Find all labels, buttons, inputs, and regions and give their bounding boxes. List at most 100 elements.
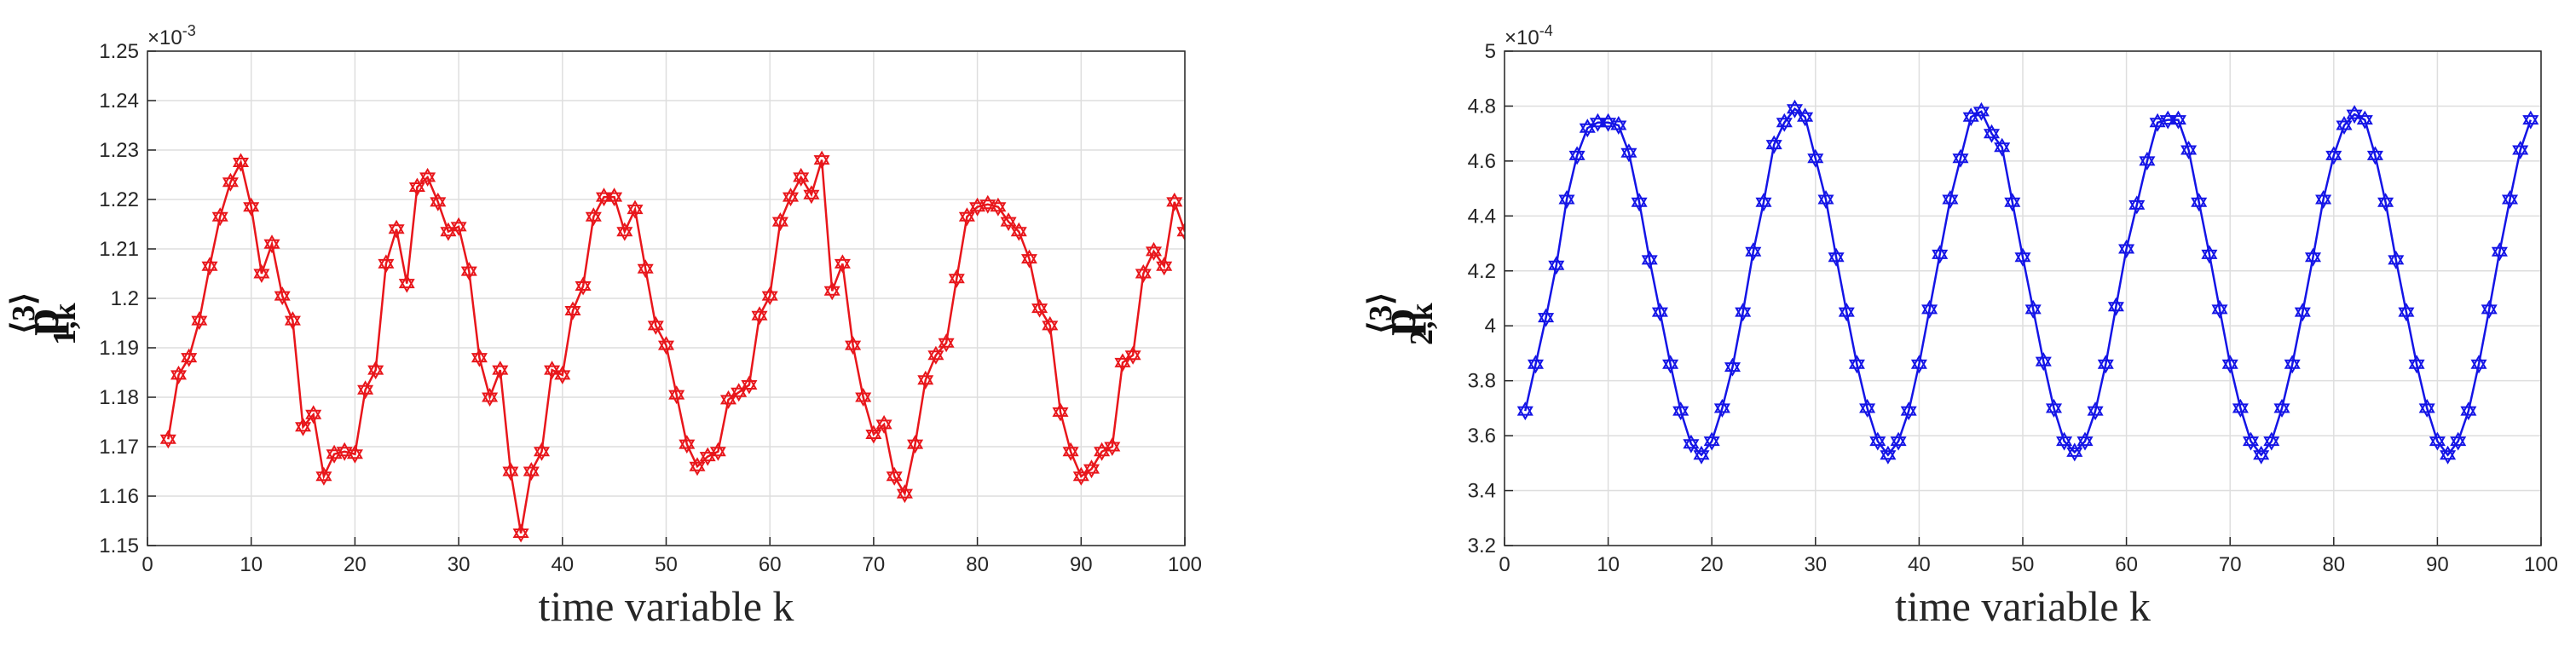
data-marker <box>1932 245 1949 264</box>
data-marker <box>295 417 312 436</box>
data-marker <box>1807 148 1824 168</box>
data-marker <box>1693 445 1710 465</box>
data-marker <box>595 188 613 207</box>
data-marker <box>191 311 208 331</box>
x-tick-label: 10 <box>240 553 263 576</box>
y-tick-label: 4 <box>1485 315 1496 338</box>
data-marker <box>1166 192 1183 211</box>
y-tick-label: 1.19 <box>99 337 139 360</box>
y-tick-label: 1.2 <box>111 287 139 310</box>
data-marker <box>2128 195 2146 215</box>
data-marker <box>1000 212 1017 232</box>
data-marker <box>2211 299 2228 319</box>
data-marker <box>865 425 882 444</box>
data-marker <box>170 365 188 384</box>
data-marker <box>1797 107 1814 127</box>
multiplier-base: ×10 <box>147 26 182 49</box>
data-marker <box>823 281 840 301</box>
data-marker <box>813 150 830 170</box>
data-marker <box>2253 445 2270 465</box>
data-marker <box>990 197 1007 217</box>
data-marker <box>1568 146 1585 165</box>
data-marker <box>408 177 425 197</box>
data-marker <box>1104 437 1121 456</box>
data-marker <box>585 207 602 227</box>
data-marker <box>1776 113 1793 132</box>
data-marker <box>1952 148 1969 168</box>
y-axis-label: p⟨3⟩ 2,k <box>1363 292 1440 345</box>
x-tick-label: 20 <box>344 553 367 576</box>
data-marker <box>2450 431 2467 451</box>
x-tick-label: 70 <box>2219 553 2242 576</box>
data-marker <box>2180 141 2198 159</box>
data-marker <box>533 442 551 461</box>
x-tick-label: 60 <box>759 553 782 576</box>
data-marker <box>2366 146 2383 165</box>
y-tick-label: 1.25 <box>99 40 139 63</box>
data-marker <box>243 197 260 217</box>
data-marker <box>2273 398 2290 418</box>
y-tick-label: 1.15 <box>99 534 139 557</box>
data-marker <box>761 286 778 306</box>
data-marker <box>2284 355 2301 374</box>
data-marker <box>1880 445 1897 465</box>
data-marker <box>2024 299 2042 319</box>
data-marker <box>2294 303 2311 322</box>
x-tick-label: 0 <box>142 553 153 576</box>
y-tick-label: 3.2 <box>1468 534 1496 557</box>
y-tick-label: 1.21 <box>99 238 139 261</box>
x-tick-label: 30 <box>448 553 471 576</box>
data-marker <box>1031 298 1048 318</box>
data-marker <box>845 336 862 355</box>
data-marker <box>1745 242 1762 262</box>
data-marker <box>1052 402 1069 422</box>
data-marker <box>2315 190 2332 209</box>
y-label-sup: ⟨3⟩ <box>6 292 42 334</box>
data-marker <box>1114 353 1131 373</box>
x-axis-label: time variable k <box>539 582 794 630</box>
data-marker <box>2097 355 2114 374</box>
x-tick-label: 40 <box>1908 553 1931 576</box>
y-tick-label: 3.6 <box>1468 425 1496 448</box>
y-multiplier: ×10-4 <box>1505 22 1553 49</box>
x-tick-label: 30 <box>1804 553 1827 576</box>
x-tick-label: 90 <box>2426 553 2449 576</box>
data-marker <box>1724 357 1741 377</box>
y-tick-label: 4.6 <box>1468 150 1496 173</box>
x-tick-label: 50 <box>2012 553 2035 576</box>
data-marker <box>2191 193 2208 212</box>
data-marker <box>2481 299 2498 319</box>
data-marker <box>1548 256 1565 275</box>
data-marker <box>1135 264 1152 283</box>
data-marker <box>1589 113 1606 132</box>
data-marker <box>274 286 291 306</box>
data-marker <box>1631 193 1648 212</box>
data-marker <box>1869 431 1886 451</box>
y-label-sub: 2,k <box>1404 303 1440 346</box>
y-label-main: p <box>14 309 69 336</box>
data-marker <box>346 444 363 464</box>
data-marker <box>1610 116 1627 135</box>
data-marker <box>1527 355 1545 374</box>
data-marker <box>938 333 955 353</box>
y-tick-label: 3.8 <box>1468 370 1496 393</box>
data-marker <box>2522 110 2539 130</box>
data-marker <box>1890 431 1907 451</box>
y-tick-label: 1.23 <box>99 139 139 162</box>
data-marker <box>450 217 467 236</box>
data-marker <box>253 264 270 283</box>
data-marker <box>367 361 384 380</box>
data-marker <box>1828 247 1845 267</box>
data-marker <box>793 167 810 187</box>
data-marker <box>896 484 913 504</box>
data-marker <box>1620 143 1637 163</box>
data-marker <box>606 188 623 207</box>
data-marker <box>1765 135 1782 154</box>
data-marker <box>1083 459 1100 479</box>
data-marker <box>1786 99 1804 118</box>
multiplier-exponent: -3 <box>182 22 196 39</box>
data-marker <box>1994 137 2011 157</box>
data-marker <box>616 222 633 241</box>
y-tick-label: 1.24 <box>99 90 139 113</box>
